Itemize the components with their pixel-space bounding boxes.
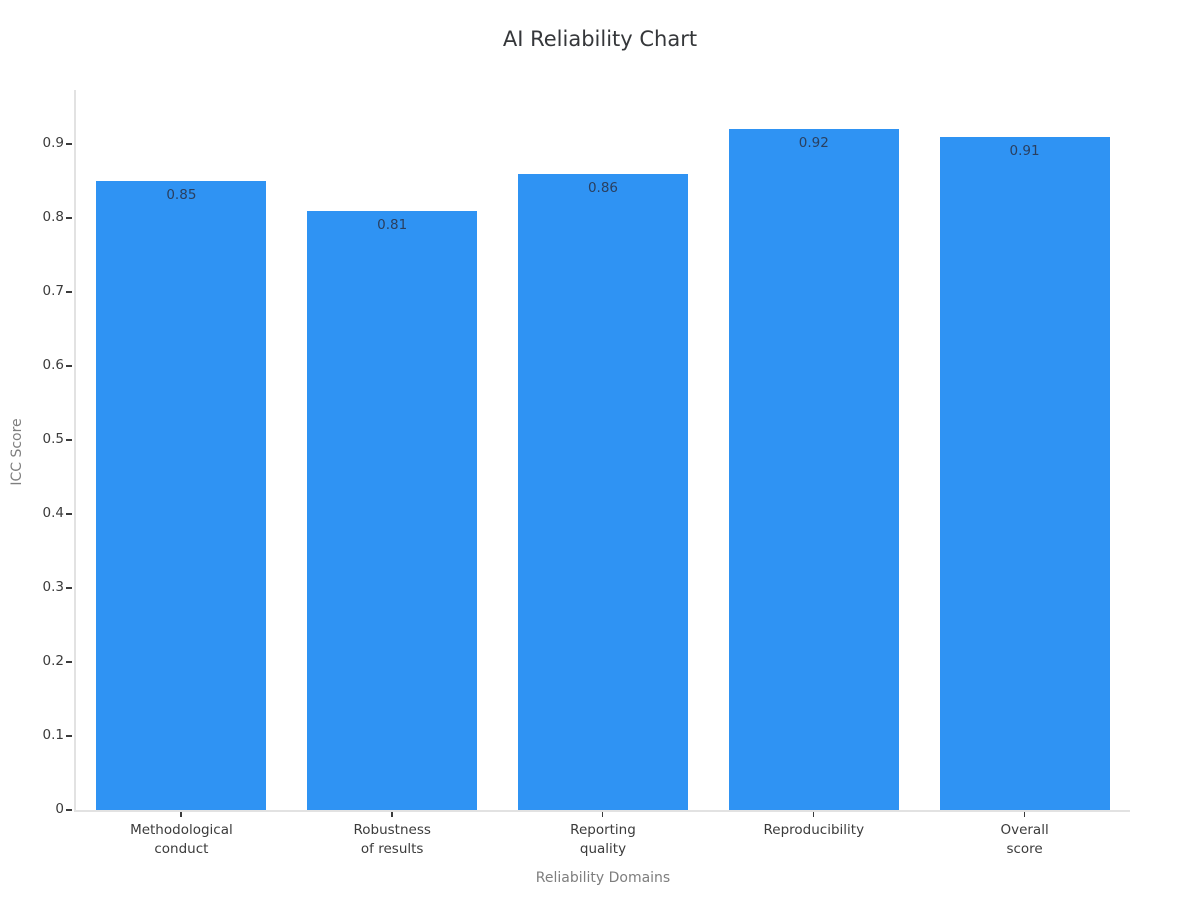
plot-area: 0 0.1 0.2 0.3 0.4 0.5 0.6 0.7 0.8 0.9 0.85 Methodol… <box>43 90 1130 857</box>
bar-slot: 0.92 Reproducibility <box>708 90 919 838</box>
y-tick-mark <box>66 587 72 589</box>
x-category-label: Methodological conduct <box>130 822 233 857</box>
bar-value-label: 0.81 <box>377 216 408 233</box>
y-tick-label: 0.9 <box>42 135 64 152</box>
x-tick-mark <box>180 812 182 817</box>
bar-value-label: 0.85 <box>166 187 197 204</box>
bar-slot: 0.85 Methodological conduct <box>76 90 287 857</box>
bar: 0.92 <box>728 129 899 810</box>
bar: 0.85 <box>96 181 267 810</box>
y-tick-mark <box>66 365 72 367</box>
y-tick-label: 0.8 <box>42 209 64 226</box>
x-tick-mark <box>601 812 604 817</box>
y-tick-mark <box>66 143 72 145</box>
y-tick-label: 0.7 <box>42 283 64 300</box>
y-tick-mark <box>66 439 72 441</box>
y-tick-mark <box>66 217 72 219</box>
x-tick-mark <box>391 812 393 817</box>
chart-title: AI Reliability Chart <box>502 27 698 51</box>
bar-value-label: 0.92 <box>798 135 829 152</box>
y-tick-label: 0.4 <box>42 505 64 522</box>
y-tick-label: 0.2 <box>42 653 64 670</box>
x-category-label: Reporting quality <box>570 822 636 857</box>
y-tick-label: 0.1 <box>42 727 64 744</box>
bar: 0.81 <box>307 210 478 810</box>
y-axis-title: ICC Score <box>9 418 25 486</box>
bar-slot: 0.81 Robustness of results <box>287 90 498 857</box>
y-tick-label: 0.5 <box>42 431 64 448</box>
bar-slot: 0.86 Reporting quality <box>498 90 709 857</box>
y-tick-label: 0.6 <box>42 357 64 374</box>
bar: 0.91 <box>939 136 1110 810</box>
x-category-label: Overall score <box>1000 822 1049 857</box>
y-tick-mark <box>66 513 72 515</box>
y-tick-label: 0.3 <box>42 579 64 596</box>
y-tick-mark <box>66 291 72 293</box>
y-tick-mark <box>66 809 72 811</box>
bar-value-label: 0.91 <box>1009 142 1040 159</box>
x-axis-title: Reliability Domains <box>535 870 671 886</box>
bar: 0.86 <box>518 173 688 810</box>
y-tick-mark <box>66 661 72 663</box>
x-tick-mark <box>1023 812 1026 817</box>
bar-slot: 0.91 Overall score <box>919 90 1130 857</box>
x-category-label: Robustness of results <box>353 822 431 857</box>
bar-value-label: 0.86 <box>587 179 618 196</box>
y-tick-label: 0 <box>55 801 64 817</box>
x-category-label: Reproducibility <box>763 822 865 838</box>
y-tick-mark <box>66 735 72 737</box>
x-tick-mark <box>812 812 815 817</box>
